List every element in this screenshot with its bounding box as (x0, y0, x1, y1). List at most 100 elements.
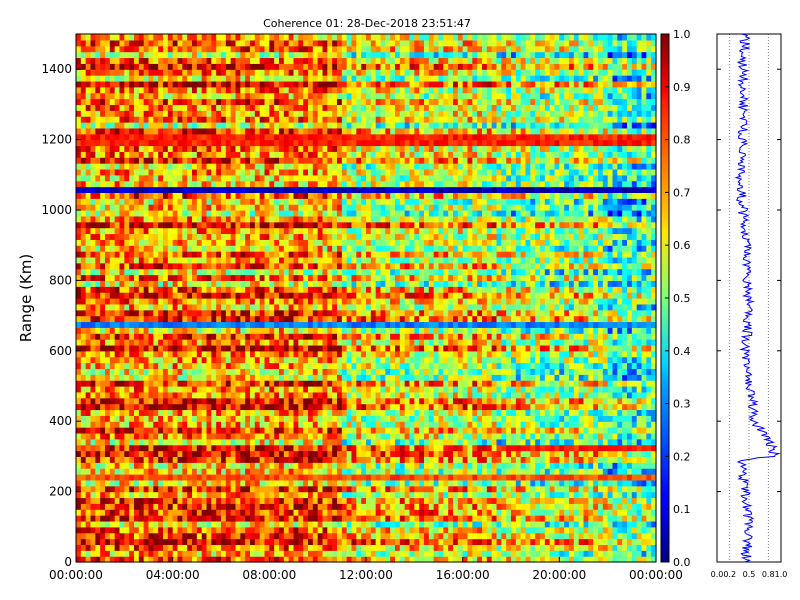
heatmap-cell (240, 462, 246, 469)
heatmap-cell (153, 356, 159, 364)
heatmap-cell (636, 362, 643, 369)
heatmap-cell (100, 474, 106, 481)
heatmap-cell (312, 344, 319, 352)
heatmap-cell (76, 497, 82, 504)
heatmap-cell (158, 526, 164, 534)
heatmap-cell (598, 374, 604, 381)
heatmap-cell (100, 515, 106, 522)
heatmap-cell (346, 520, 353, 528)
heatmap-cell (221, 421, 227, 428)
heatmap-cell (317, 474, 324, 481)
heatmap-cell (341, 462, 348, 469)
heatmap-cell (250, 544, 256, 551)
heatmap-cell (578, 386, 585, 393)
heatmap-cell (298, 556, 304, 563)
heatmap-cell (598, 520, 604, 528)
heatmap-cell (651, 362, 657, 369)
heatmap-cell (583, 468, 589, 475)
heatmap-cell (491, 479, 498, 487)
heatmap-cell (588, 544, 594, 551)
heatmap-cell (409, 444, 415, 452)
heatmap-cell (525, 397, 531, 405)
heatmap-cell (443, 456, 449, 463)
heatmap-cell (578, 362, 585, 369)
heatmap-cell (230, 503, 237, 510)
heatmap-cell (457, 391, 464, 399)
heatmap-cell (230, 509, 237, 516)
heatmap-cell (409, 497, 415, 504)
heatmap-cell (477, 491, 483, 499)
heatmap-cell (245, 386, 251, 393)
heatmap-cell (414, 374, 420, 381)
heatmap-cell (404, 374, 411, 381)
heatmap-cell (486, 462, 493, 469)
heatmap-cell (530, 556, 536, 563)
heatmap-cell (85, 497, 92, 504)
heatmap-cell (424, 386, 430, 393)
heatmap-cell (230, 479, 237, 487)
heatmap-cell (428, 532, 435, 540)
heatmap-cell (337, 479, 343, 487)
heatmap-cell (124, 556, 130, 563)
heatmap-cell (390, 415, 396, 422)
heatmap-cell (559, 362, 565, 369)
heatmap-cell (250, 356, 256, 364)
heatmap-cell (404, 432, 411, 440)
heatmap-cell (390, 362, 396, 369)
heatmap-cell (293, 491, 299, 499)
heatmap-cell (612, 380, 618, 387)
heatmap-cell (158, 339, 164, 346)
heatmap-cell (602, 526, 609, 534)
heatmap-cell (540, 497, 546, 504)
heatmap-cell (525, 538, 531, 545)
heatmap-cell (588, 350, 594, 358)
heatmap-cell (453, 515, 459, 522)
heatmap-cell (327, 344, 333, 352)
heatmap-cell (646, 374, 652, 381)
heatmap-cell (274, 509, 280, 516)
heatmap-cell (549, 526, 556, 534)
heatmap-cell (496, 356, 502, 364)
heatmap-cell (433, 515, 440, 522)
heatmap-cell (182, 380, 188, 387)
heatmap-cell (332, 468, 338, 475)
heatmap-cell (404, 468, 411, 475)
heatmap-cell (453, 526, 459, 534)
heatmap-cell (80, 456, 87, 463)
heatmap-cell (187, 427, 193, 434)
heatmap-cell (346, 391, 353, 399)
heatmap-cell (646, 515, 652, 522)
heatmap-cell (153, 444, 159, 452)
heatmap-cell (211, 456, 217, 463)
heatmap-cell (375, 520, 382, 528)
heatmap-cell (366, 432, 372, 440)
heatmap-cell (622, 444, 628, 452)
heatmap-cell (206, 344, 212, 352)
heatmap-cell (583, 374, 589, 381)
heatmap-cell (138, 397, 145, 405)
heatmap-cell (356, 409, 362, 416)
heatmap-cell (274, 380, 280, 387)
heatmap-cell (544, 474, 551, 481)
heatmap-cell (525, 421, 531, 428)
heatmap-cell (593, 556, 599, 563)
heatmap-cell (221, 356, 227, 364)
heatmap-cell (583, 368, 589, 375)
heatmap-cell (124, 497, 130, 504)
heatmap-cell (167, 479, 174, 487)
heatmap-cell (187, 474, 193, 481)
heatmap-cell (235, 526, 241, 534)
heatmap-cell (564, 415, 570, 422)
heatmap-cell (100, 391, 106, 399)
heatmap-cell (535, 538, 541, 545)
heatmap-cell (172, 339, 179, 346)
heatmap-cell (303, 485, 309, 493)
heatmap-cell (515, 450, 522, 457)
heatmap-cell (443, 468, 449, 475)
heatmap-cell (187, 485, 193, 493)
heatmap-cell (317, 526, 324, 534)
heatmap-cell (317, 374, 324, 381)
heatmap-cell (598, 327, 604, 334)
heatmap-cell (148, 333, 154, 340)
heatmap-cell (105, 321, 111, 328)
